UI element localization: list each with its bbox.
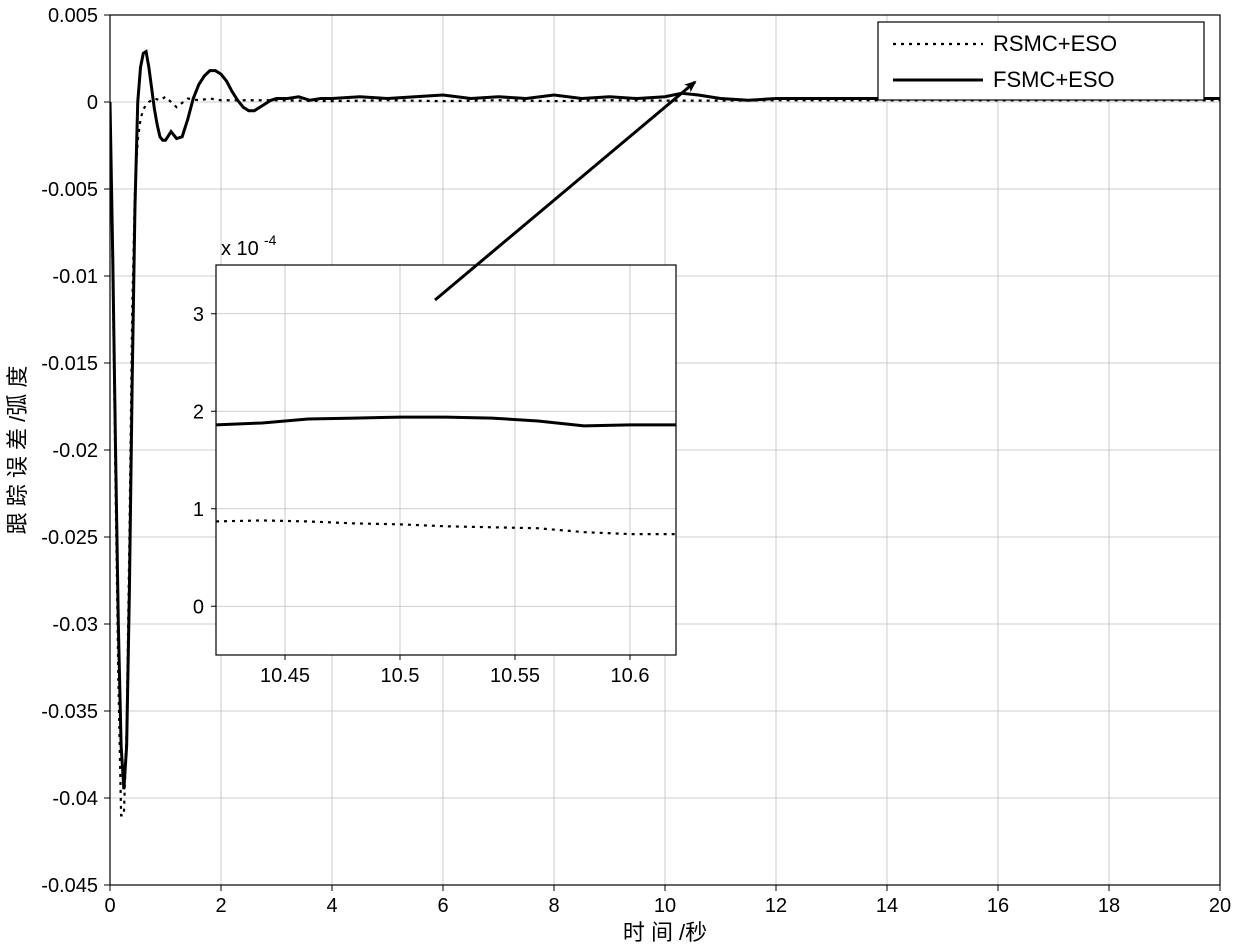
inset-y-tick: 0 [193, 596, 204, 618]
x-tick-label: 18 [1098, 895, 1120, 917]
x-tick-label: 6 [437, 895, 448, 917]
x-tick-label: 4 [326, 895, 337, 917]
y-tick-label: -0.04 [52, 788, 98, 810]
inset-y-tick: 2 [193, 401, 204, 423]
svg-text:x 10: x 10 [221, 238, 259, 260]
x-tick-label: 2 [215, 895, 226, 917]
svg-text:-4: -4 [264, 232, 277, 248]
y-tick-label: -0.005 [41, 179, 98, 201]
x-tick-label: 10 [654, 895, 676, 917]
inset-x-tick: 10.55 [490, 665, 540, 687]
legend-label: FSMC+ESO [993, 67, 1115, 92]
y-axis-label: 跟 踪 误 差 /弧 度 [5, 366, 30, 535]
y-tick-label: -0.03 [52, 614, 98, 636]
chart-svg: 02468101214161820-0.045-0.04-0.035-0.03-… [0, 0, 1240, 946]
inset-x-tick: 10.6 [611, 665, 650, 687]
y-tick-label: -0.025 [41, 527, 98, 549]
x-tick-label: 12 [765, 895, 787, 917]
inset-y-tick: 1 [193, 499, 204, 521]
x-tick-label: 8 [548, 895, 559, 917]
legend: RSMC+ESO FSMC+ESO [878, 22, 1204, 100]
y-tick-label: -0.035 [41, 701, 98, 723]
x-tick-label: 20 [1209, 895, 1231, 917]
x-axis-label: 时 间 /秒 [623, 920, 707, 945]
chart-container: 02468101214161820-0.045-0.04-0.035-0.03-… [0, 0, 1240, 946]
inset-x-tick: 10.5 [381, 665, 420, 687]
y-tick-label: -0.01 [52, 266, 98, 288]
y-tick-label: 0 [87, 92, 98, 114]
y-tick-label: -0.045 [41, 875, 98, 897]
inset-x-tick: 10.45 [260, 665, 310, 687]
legend-label: RSMC+ESO [993, 31, 1117, 56]
x-tick-label: 16 [987, 895, 1009, 917]
y-tick-label: -0.02 [52, 440, 98, 462]
x-tick-label: 14 [876, 895, 898, 917]
x-tick-label: 0 [104, 895, 115, 917]
inset-y-tick: 3 [193, 304, 204, 326]
y-tick-label: -0.015 [41, 353, 98, 375]
y-tick-label: 0.005 [48, 5, 98, 27]
